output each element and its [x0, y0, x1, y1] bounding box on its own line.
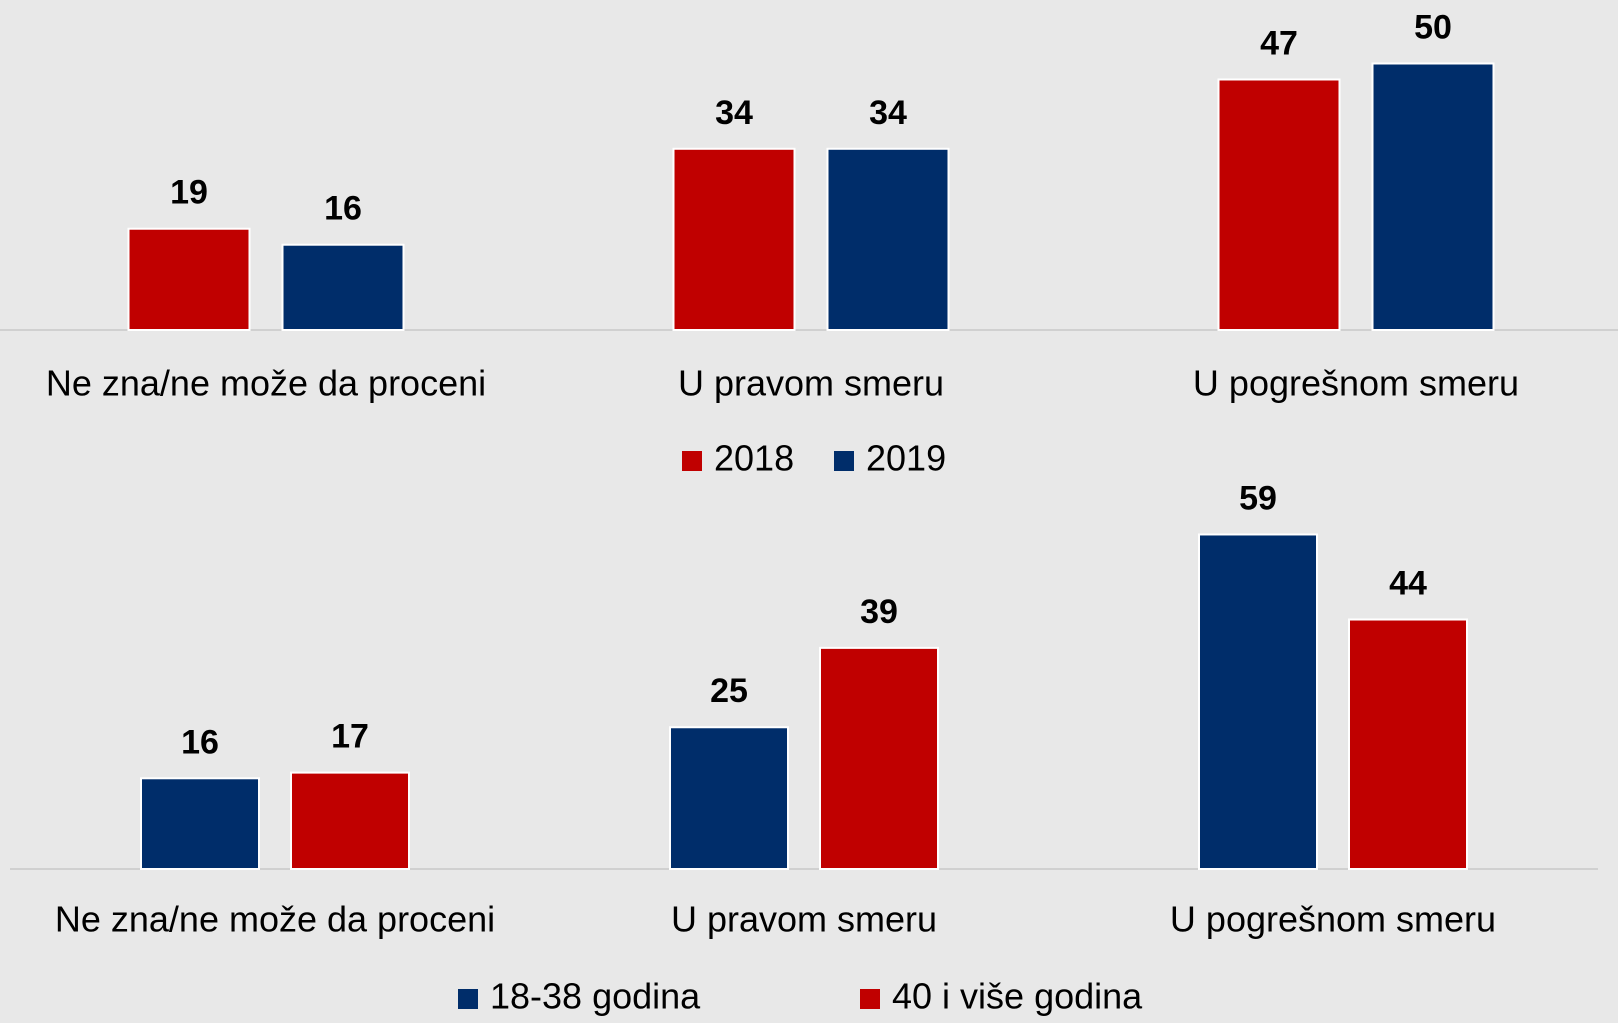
value-label: 39: [860, 593, 898, 631]
x-tick-label: U pogrešnom smeru: [1193, 363, 1519, 404]
legend-swatch: [834, 451, 854, 471]
bar: [669, 726, 789, 870]
x-tick-label: U pravom smeru: [671, 899, 937, 940]
bar: [127, 227, 251, 331]
bar: [1371, 62, 1495, 331]
legend-swatch: [682, 451, 702, 471]
value-label: 19: [170, 174, 208, 212]
x-tick-label: U pravom smeru: [678, 363, 944, 404]
value-label: 34: [715, 94, 753, 132]
legend-label: 18-38 godina: [490, 976, 701, 1017]
bar: [1348, 618, 1468, 871]
bar: [672, 147, 796, 331]
value-label: 17: [331, 718, 369, 756]
legend-swatch: [458, 989, 478, 1009]
value-label: 16: [181, 723, 219, 761]
bar: [281, 243, 405, 331]
value-label: 44: [1389, 565, 1427, 603]
x-tick-label: Ne zna/ne može da proceni: [46, 363, 486, 404]
value-label: 47: [1260, 24, 1298, 62]
bar: [1198, 533, 1318, 870]
bar: [819, 646, 939, 870]
legend-label: 40 i više godina: [892, 976, 1143, 1017]
x-tick-label: U pogrešnom smeru: [1170, 899, 1496, 940]
legend-label: 2018: [714, 438, 794, 479]
value-label: 59: [1239, 479, 1277, 517]
value-label: 16: [324, 190, 362, 228]
value-label: 25: [710, 672, 748, 710]
x-tick-label: Ne zna/ne može da proceni: [55, 899, 495, 940]
legend-swatch: [860, 989, 880, 1009]
bar: [290, 771, 410, 870]
bar: [1217, 78, 1341, 331]
bar: [140, 777, 260, 871]
value-label: 34: [869, 94, 907, 132]
legend-label: 2019: [866, 438, 946, 479]
value-label: 50: [1414, 8, 1452, 46]
bar: [826, 147, 950, 331]
